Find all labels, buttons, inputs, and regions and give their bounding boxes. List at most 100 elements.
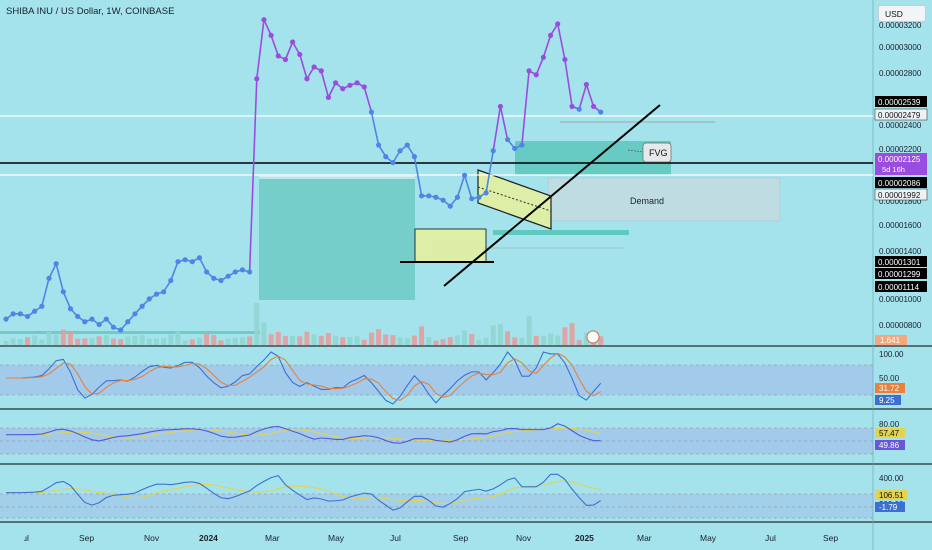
- price-tick-label: 0.00002800: [879, 69, 922, 78]
- volume-bar: [454, 335, 460, 345]
- price-marker-current[interactable]: [875, 153, 927, 175]
- rsi-ma-line: [6, 427, 601, 442]
- price-marker[interactable]: [875, 177, 927, 188]
- price-point: [461, 172, 468, 178]
- price-point: [218, 277, 224, 284]
- price-point: [268, 32, 274, 38]
- cci-value-badge: [875, 490, 907, 500]
- volume-bar: [462, 330, 468, 345]
- rsi-tick: 80.00: [879, 420, 900, 429]
- price-point: [555, 21, 561, 27]
- volume-bar: [433, 340, 439, 345]
- volume-bar: [519, 337, 525, 345]
- price-axis[interactable]: 0.00003200 0.00003000 0.00002800 0.00002…: [879, 21, 922, 330]
- price-tick-label: 0.00002400: [879, 121, 922, 130]
- price-tick-label: 0.00001400: [879, 247, 922, 256]
- time-tick-label: Nov: [144, 533, 160, 543]
- price-point: [232, 269, 238, 275]
- base-zone: [0, 331, 260, 334]
- price-line[interactable]: [5, 111, 523, 331]
- channel: [477, 169, 552, 230]
- price-point: [598, 109, 604, 115]
- volume-bar: [211, 335, 217, 345]
- time-tick-label: Mar: [637, 533, 652, 543]
- price-marker[interactable]: [874, 108, 928, 121]
- volume-bar: [512, 337, 518, 345]
- price-point: [175, 259, 181, 265]
- event-flag-icon[interactable]: [586, 330, 600, 344]
- volume-badge: [875, 335, 907, 345]
- rsi-value-badge: [875, 440, 905, 450]
- price-marker[interactable]: [875, 281, 927, 292]
- price-point: [89, 316, 95, 322]
- volume-bar: [17, 339, 23, 345]
- price-marker[interactable]: [875, 256, 927, 267]
- volume-bar: [261, 322, 267, 345]
- small-zone: [493, 230, 629, 235]
- price-marker[interactable]: [874, 188, 928, 201]
- volume-bar: [318, 335, 324, 345]
- volume-bar: [569, 323, 575, 345]
- time-tick-label: 2025: [575, 533, 594, 543]
- price-marker-label: 0.00002539: [878, 98, 921, 107]
- price-marker[interactable]: [875, 268, 927, 279]
- price-marker[interactable]: [875, 96, 927, 107]
- volume-bar: [483, 337, 489, 345]
- volume-bar: [3, 341, 9, 345]
- stoch-value-badge: [875, 383, 905, 393]
- time-axis[interactable]: Jul Sep Nov 2024 Mar May Jul Sep Nov 202…: [18, 533, 838, 543]
- fvg-pointer: [627, 149, 644, 153]
- volume-bar: [254, 303, 260, 345]
- price-line-high[interactable]: [248, 19, 602, 272]
- volume-bar: [505, 331, 511, 345]
- price-point: [333, 80, 339, 86]
- currency-button[interactable]: USD: [878, 5, 926, 22]
- stoch-tick: 50.00: [879, 374, 900, 383]
- price-point: [404, 142, 410, 148]
- volume-bar: [419, 326, 425, 345]
- price-point: [82, 319, 88, 325]
- price-point: [483, 190, 489, 196]
- price-point: [590, 103, 597, 110]
- price-point: [67, 306, 74, 312]
- price-point: [225, 273, 231, 279]
- cci-tick: 400.00: [879, 474, 904, 483]
- price-point: [161, 289, 167, 295]
- volume-bar: [118, 339, 124, 345]
- time-tick-label: 2024: [199, 533, 218, 543]
- volume-bar: [132, 335, 138, 345]
- volume-bar: [153, 338, 159, 345]
- volume-bar: [218, 340, 224, 345]
- stoch-d-line: [6, 352, 601, 401]
- price-point: [3, 316, 9, 322]
- price-point: [204, 269, 210, 275]
- price-point: [540, 54, 546, 60]
- volume-bars: [3, 303, 604, 345]
- symbol-title[interactable]: SHIBA INU / US Dollar, 1W, COINBASE: [6, 6, 175, 17]
- volume-bar: [383, 334, 389, 345]
- price-point: [196, 255, 203, 261]
- fvg-callout[interactable]: [642, 142, 672, 163]
- price-point: [383, 154, 389, 160]
- volume-bar: [598, 336, 604, 345]
- price-point: [390, 160, 396, 166]
- volume-bar: [60, 329, 66, 345]
- volume-bar: [282, 335, 288, 345]
- price-point: [512, 145, 518, 152]
- price-point: [497, 103, 504, 110]
- volume-bar: [361, 339, 367, 345]
- volume-bar: [39, 339, 45, 345]
- price-point: [110, 324, 117, 330]
- trendline[interactable]: [443, 104, 661, 287]
- volume-bar: [426, 337, 432, 345]
- time-tick-label: May: [700, 533, 717, 543]
- volume-bar: [110, 338, 116, 345]
- time-tick-label: May: [328, 533, 345, 543]
- price-point: [576, 106, 582, 112]
- volume-bar: [311, 334, 317, 345]
- volume-bar: [268, 334, 274, 345]
- volume-bar: [82, 338, 88, 345]
- volume-bar: [46, 331, 52, 345]
- price-point: [118, 327, 124, 333]
